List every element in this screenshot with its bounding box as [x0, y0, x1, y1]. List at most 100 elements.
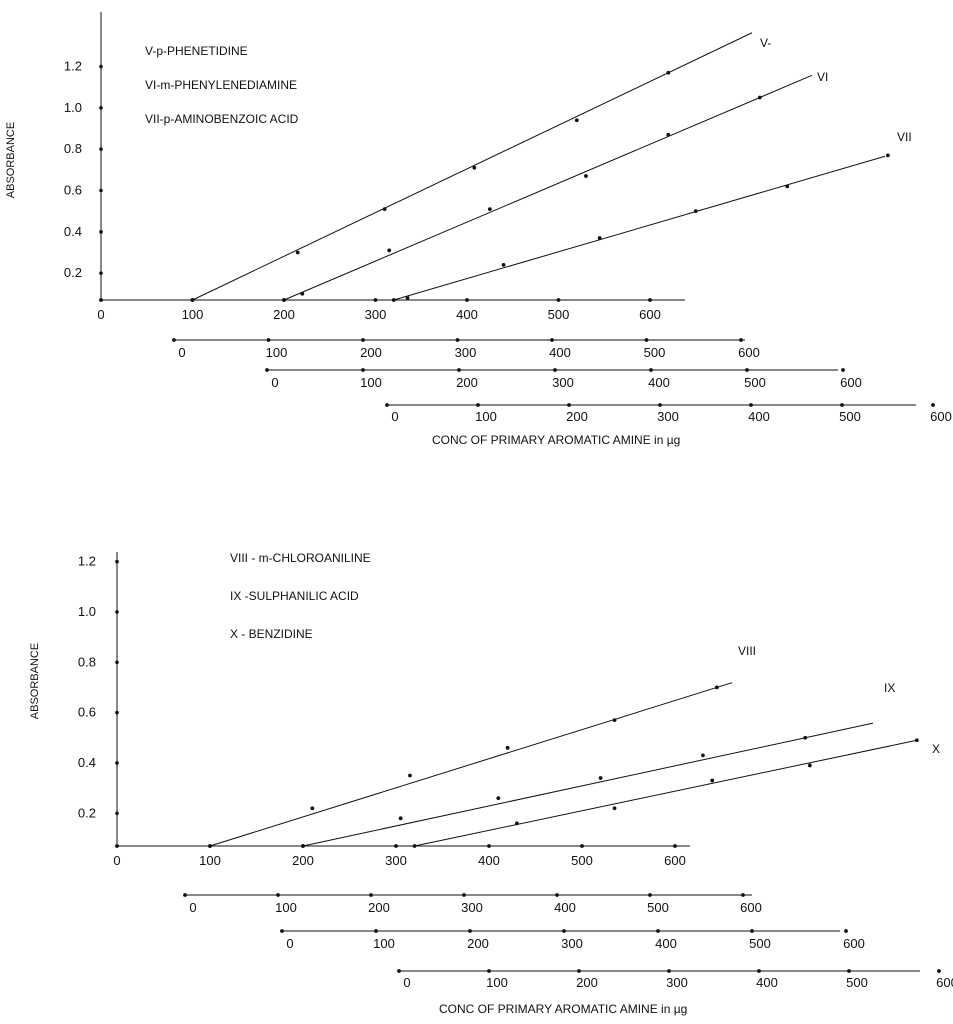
series-label: VI: [817, 70, 828, 84]
x-tick-mark: [580, 844, 584, 848]
x-tick-label: 100: [266, 345, 288, 360]
data-point: [612, 718, 617, 723]
x-tick-label: 400: [655, 936, 677, 951]
y-axis-label: ABSORBANCE: [29, 643, 41, 719]
x-tick-mark: [468, 929, 472, 933]
x-tick-mark: [465, 298, 469, 302]
x-tick-label: 400: [549, 345, 571, 360]
y-tick-mark: [115, 610, 119, 614]
series-1: VIII: [208, 644, 756, 848]
x-tick-mark: [183, 893, 187, 897]
y-tick-label: 0.8: [64, 141, 82, 156]
x-tick-mark: [397, 969, 401, 973]
data-point: [501, 262, 506, 267]
y-tick-label: 0.8: [78, 654, 96, 669]
x-tick-mark: [562, 929, 566, 933]
series-line: [393, 155, 886, 301]
y-tick-label: 1.2: [78, 554, 96, 569]
x-tick-label: 500: [744, 375, 766, 390]
y-tick-label: 1.2: [64, 59, 82, 74]
x-tick-label: 100: [199, 853, 221, 868]
x-tick-label: 600: [738, 345, 760, 360]
x-tick-label: 500: [647, 900, 669, 915]
data-point: [398, 816, 403, 821]
x-tick-label: 400: [456, 307, 478, 322]
x-tick-mark: [937, 969, 941, 973]
x-tick-mark: [487, 969, 491, 973]
x-tick-label: 500: [644, 345, 666, 360]
y-tick-mark: [115, 710, 119, 715]
data-point: [612, 806, 617, 811]
x-tick-mark: [741, 893, 745, 897]
y-tick-label: 0.4: [64, 224, 82, 239]
data-point: [515, 821, 519, 826]
x-tick-label: 500: [839, 409, 861, 424]
y-tick-mark: [115, 761, 119, 765]
x-axis-1: 0 100 200 300 400 500 600: [97, 298, 685, 322]
legend-entry: V-p-PHENETIDINE: [145, 44, 248, 58]
series-line: [302, 722, 874, 847]
x-tick-mark: [374, 929, 378, 933]
x-tick-label: 100: [182, 307, 204, 322]
y-tick-mark: [99, 106, 103, 110]
x-tick-mark: [757, 969, 761, 973]
data-point: [190, 298, 195, 302]
x-tick-label: 500: [548, 307, 570, 322]
x-tick-mark: [361, 368, 365, 372]
x-axis-2: 0 100 200 300 400 500 600: [183, 893, 762, 915]
x-tick-label: 200: [368, 900, 390, 915]
x-tick-label: 0: [391, 409, 398, 424]
x-tick-label: 400: [478, 853, 500, 868]
legend-entry: VII-p-AMINOBENZOIC ACID: [145, 112, 299, 126]
x-tick-mark: [658, 403, 662, 407]
y-tick-label: 0.6: [64, 183, 82, 198]
data-point: [693, 209, 698, 214]
x-tick-mark: [487, 844, 491, 848]
x-axis-4: 0 100 200 300 400 500 600: [385, 403, 952, 424]
data-point: [597, 236, 602, 240]
series-line: [209, 682, 733, 847]
y-tick-mark: [99, 188, 103, 193]
legend-entry: VIII - m-CHLOROANILINE: [230, 551, 371, 565]
x-tick-mark: [567, 403, 571, 407]
y-tick-mark: [115, 660, 119, 665]
x-tick-mark: [553, 368, 557, 372]
x-tick-mark: [394, 844, 398, 848]
x-tick-mark: [276, 893, 280, 897]
x-tick-mark: [373, 298, 378, 302]
x-tick-label: 300: [461, 900, 483, 915]
x-tick-label: 100: [373, 936, 395, 951]
data-point: [574, 118, 579, 123]
x-tick-mark: [172, 338, 176, 342]
x-tick-mark: [749, 403, 753, 407]
x-tick-label: 200: [273, 307, 295, 322]
x-tick-label: 200: [566, 409, 588, 424]
series-3: X: [412, 738, 940, 848]
x-tick-label: 400: [756, 975, 778, 990]
x-tick-label: 100: [475, 409, 497, 424]
x-tick-label: 0: [113, 853, 120, 868]
y-tick-mark: [99, 271, 103, 275]
x-axis-1: 0 100 200 300 400 500 600: [113, 844, 690, 868]
series-label: V-: [760, 36, 771, 50]
x-tick-mark: [739, 338, 743, 342]
data-point: [408, 773, 412, 778]
x-tick-label: 600: [639, 307, 661, 322]
series-label: VIII: [738, 644, 756, 658]
y-tick-label: 0.4: [78, 755, 96, 770]
x-axis-label: CONC OF PRIMARY AROMATIC AMINE in µg: [432, 433, 680, 447]
x-tick-mark: [385, 403, 389, 407]
data-point: [505, 745, 510, 750]
x-tick-label: 0: [286, 936, 293, 951]
data-point: [714, 685, 719, 690]
x-tick-label: 400: [554, 900, 576, 915]
x-tick-label: 500: [571, 853, 593, 868]
y-tick-mark: [115, 559, 119, 564]
data-point: [496, 796, 501, 801]
x-tick-label: 0: [178, 345, 185, 360]
x-tick-mark: [457, 368, 461, 372]
x-tick-mark: [847, 969, 851, 973]
x-tick-mark: [555, 893, 559, 897]
